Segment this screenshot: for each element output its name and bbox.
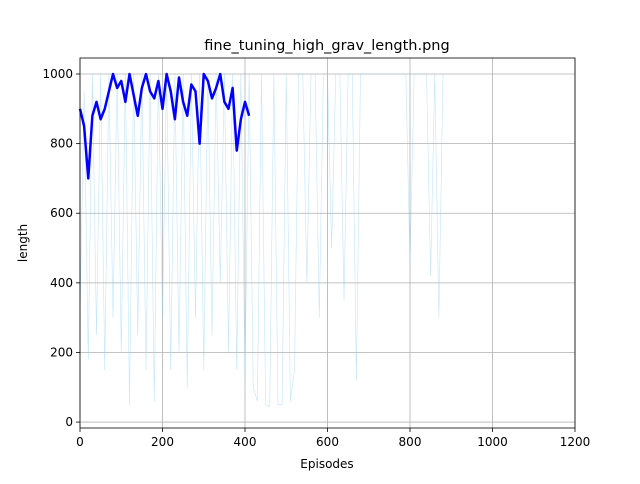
line-series [79, 73, 444, 407]
y-tick-label: 400 [50, 276, 73, 290]
y-tick-label: 0 [65, 415, 73, 429]
x-tick-label: 200 [151, 435, 174, 449]
plot-frame [79, 57, 576, 429]
x-tick-label: 400 [234, 435, 257, 449]
y-tick-label: 200 [50, 345, 73, 359]
chart-title: fine_tuning_high_grav_length.png [204, 38, 449, 54]
line-series [78, 72, 251, 180]
x-tick-label: 1000 [477, 435, 508, 449]
x-tick-label: 1200 [560, 435, 591, 449]
y-tick-label: 600 [50, 206, 73, 220]
x-tick-label: 800 [399, 435, 422, 449]
x-tick-label: 0 [76, 435, 84, 449]
x-tick-label: 600 [316, 435, 339, 449]
y-tick-label: 800 [50, 137, 73, 151]
y-axis-label: length [16, 224, 30, 262]
x-axis-label: Episodes [300, 457, 353, 471]
y-tick-label: 1000 [42, 67, 73, 81]
